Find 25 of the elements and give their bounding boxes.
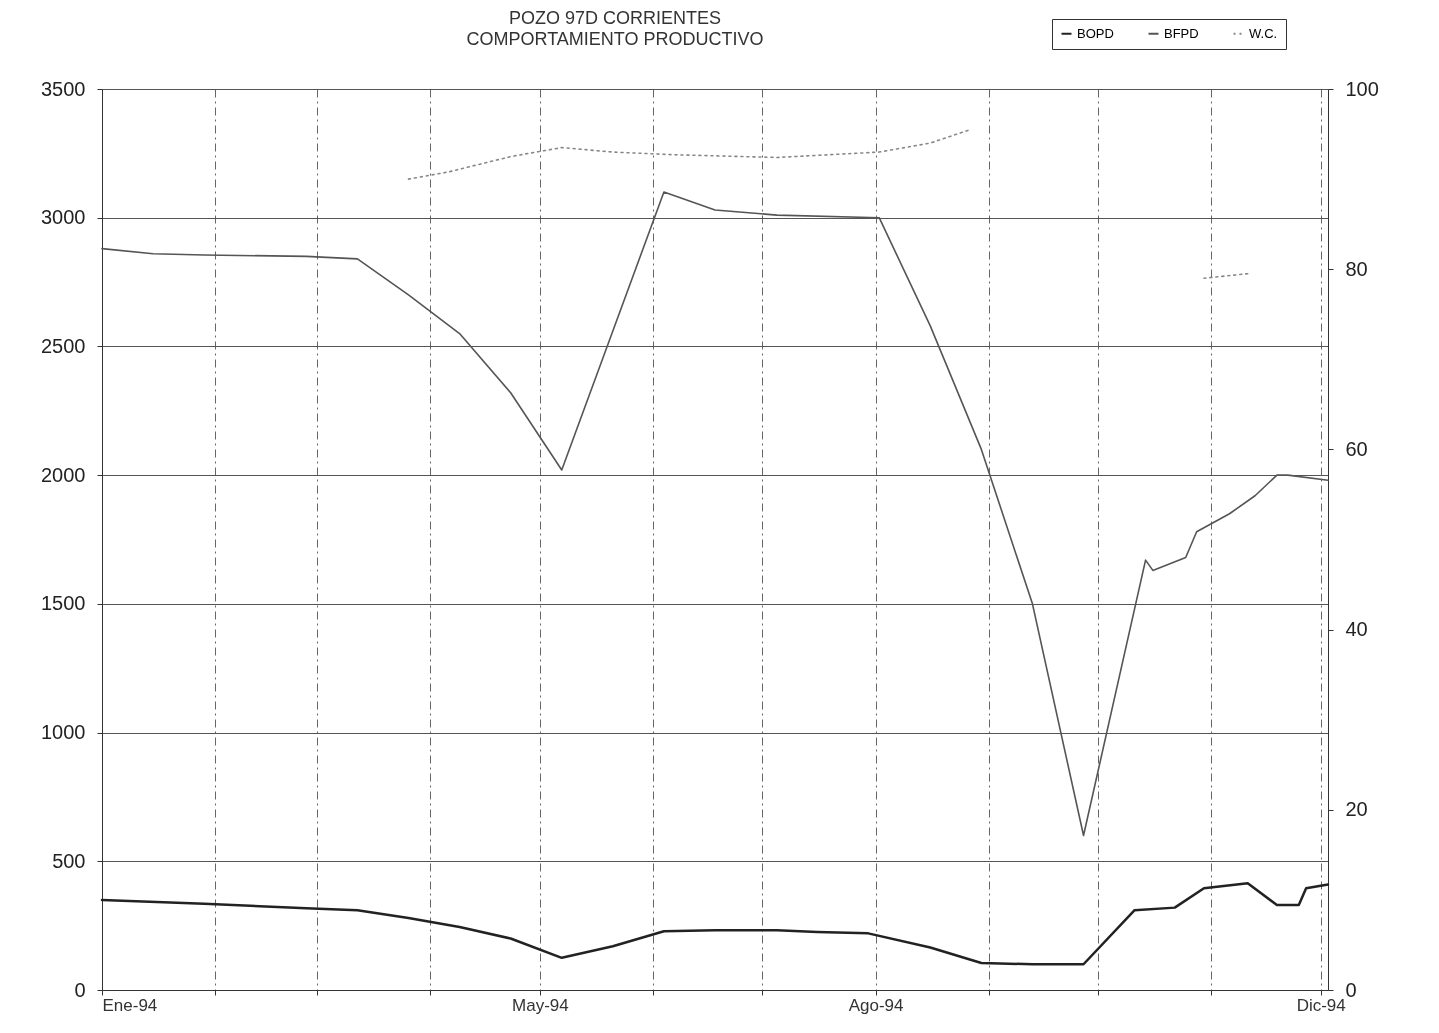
legend-label: BOPD: [1077, 25, 1114, 41]
x-tick-label: Ago-94: [848, 995, 904, 1015]
x-tick-label: May-94: [512, 995, 569, 1015]
y2-tick-label: 20: [1345, 798, 1368, 821]
x-tick-label: Dic-94: [1296, 995, 1346, 1015]
line-series: [101, 191, 1329, 837]
y-tick-label: 0: [74, 978, 86, 1001]
y2-tick-label: 60: [1345, 437, 1368, 460]
legend-label: BFPD: [1164, 25, 1199, 41]
y-tick-label: 1000: [41, 721, 86, 744]
y-tick-label: 500: [52, 849, 86, 872]
y2-tick-label: 0: [1345, 978, 1357, 1001]
x-tick-label: Ene-94: [102, 995, 158, 1015]
y-tick-label: 3000: [41, 206, 86, 229]
y2-tick-label: 100: [1345, 77, 1379, 100]
y2-tick-label: 80: [1345, 257, 1368, 280]
legend-label: W.C.: [1249, 25, 1278, 41]
y-tick-label: 2000: [41, 463, 86, 486]
chart-subtitle: COMPORTAMIENTO PRODUCTIVO: [466, 29, 764, 49]
y-tick-label: 1500: [41, 592, 86, 615]
chart-title: POZO 97D CORRIENTES: [508, 8, 722, 28]
line-series: [100, 881, 1330, 966]
y-tick-label: 2500: [41, 334, 86, 357]
y-tick-label: 3500: [41, 77, 86, 100]
y2-tick-label: 40: [1345, 618, 1368, 641]
